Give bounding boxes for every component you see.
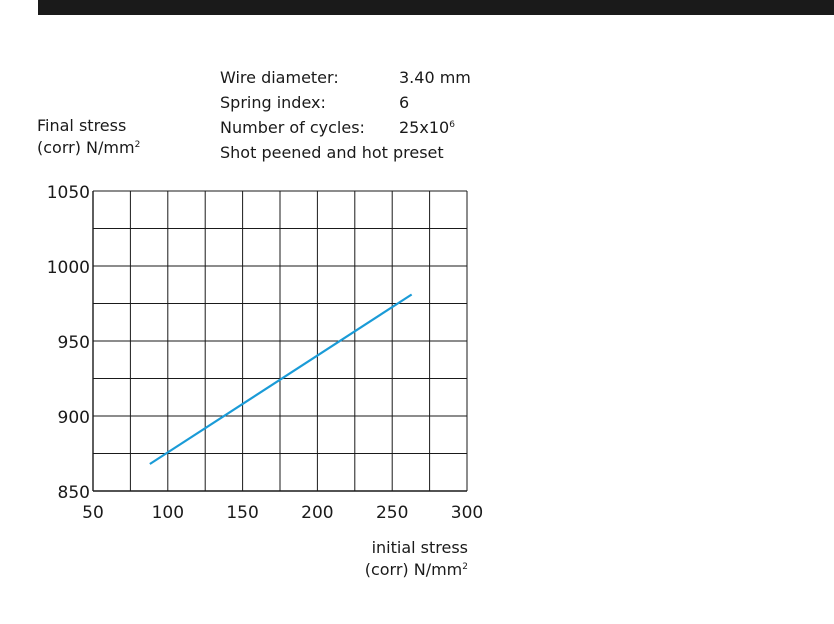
y-axis-unit-base: (corr) N/mm [37,138,135,157]
y-tick-label: 1050 [47,183,90,203]
y-tick-label: 1000 [47,258,90,278]
x-tick-label: 300 [451,503,483,523]
spec-wire-diameter-value: 3.40 mm [399,68,471,87]
x-tick-label: 100 [152,503,184,523]
spec-wire-diameter-label: Wire diameter: [220,68,339,87]
top-bar [38,0,834,15]
spec-cycles-exponent: 6 [449,120,455,130]
spec-spring-index-label: Spring index: [220,93,326,112]
x-axis-unit-exponent: 2 [462,562,468,572]
y-axis-unit: (corr) N/mm2 [37,137,140,159]
spec-treatment-label: Shot peened and hot preset [220,143,444,162]
y-tick-label: 850 [58,483,90,503]
spec-cycles-base: 25x10 [399,118,450,137]
series-line [149,293,413,465]
spec-cycles-value: 25x106 [399,117,455,139]
spec-cycles-label: Number of cycles: [220,118,365,137]
x-tick-label: 200 [301,503,333,523]
y-tick-label: 950 [58,333,90,353]
y-axis-title: Final stress [37,116,127,135]
x-axis-title: initial stress [371,538,468,557]
x-axis-unit: (corr) N/mm2 [365,559,468,581]
y-axis-unit-exponent: 2 [134,140,141,150]
x-tick-label: 50 [82,503,104,523]
spec-spring-index-value: 6 [399,93,410,112]
x-tick-label: 150 [226,503,258,523]
x-tick-label: 250 [376,503,408,523]
y-tick-label: 900 [58,408,90,428]
x-axis-unit-base: (corr) N/mm [364,560,463,579]
